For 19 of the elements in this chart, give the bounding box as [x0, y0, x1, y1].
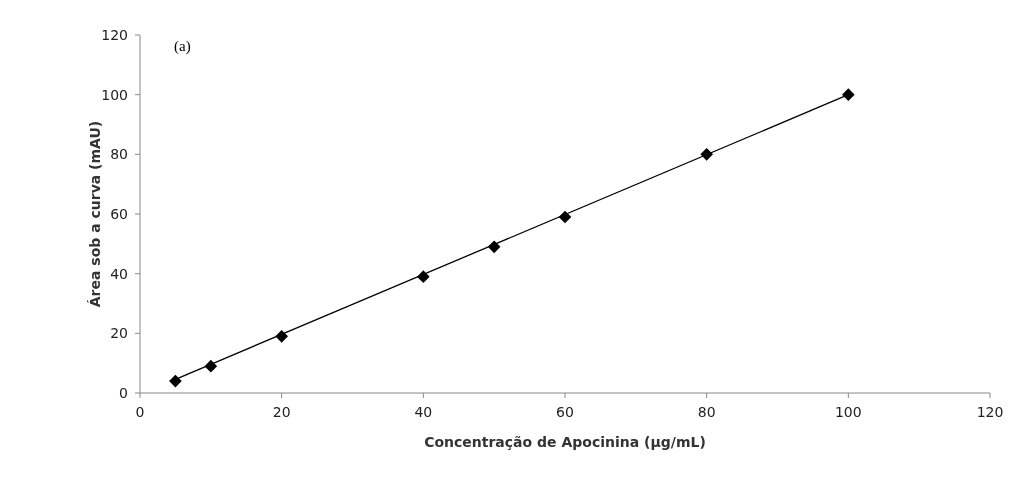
x-tick-label: 100 [834, 404, 862, 420]
y-tick-label: 40 [110, 265, 128, 282]
y-axis-title: Área sob a curva (mAU) [87, 120, 103, 308]
y-tick-label: 100 [101, 86, 128, 103]
y-tick-label: 20 [110, 325, 128, 342]
x-tick-label: 120 [976, 404, 1004, 420]
point [417, 270, 430, 283]
y-tick-label: 0 [119, 384, 128, 401]
y-tick-label: 60 [110, 205, 128, 222]
x-tick-label: 20 [272, 404, 291, 420]
y-tick-label: 120 [101, 26, 128, 43]
x-tick-label: 0 [135, 404, 145, 420]
x-tick-label: 60 [556, 404, 574, 420]
x-tick-label: 40 [414, 404, 433, 420]
x-axis-title: Concentração de Apocinina (µg/mL) [424, 434, 706, 450]
x-tick-label: 80 [697, 404, 716, 420]
annotation: (a) [174, 38, 191, 55]
point [842, 88, 855, 101]
y-tick-label: 80 [110, 146, 128, 163]
